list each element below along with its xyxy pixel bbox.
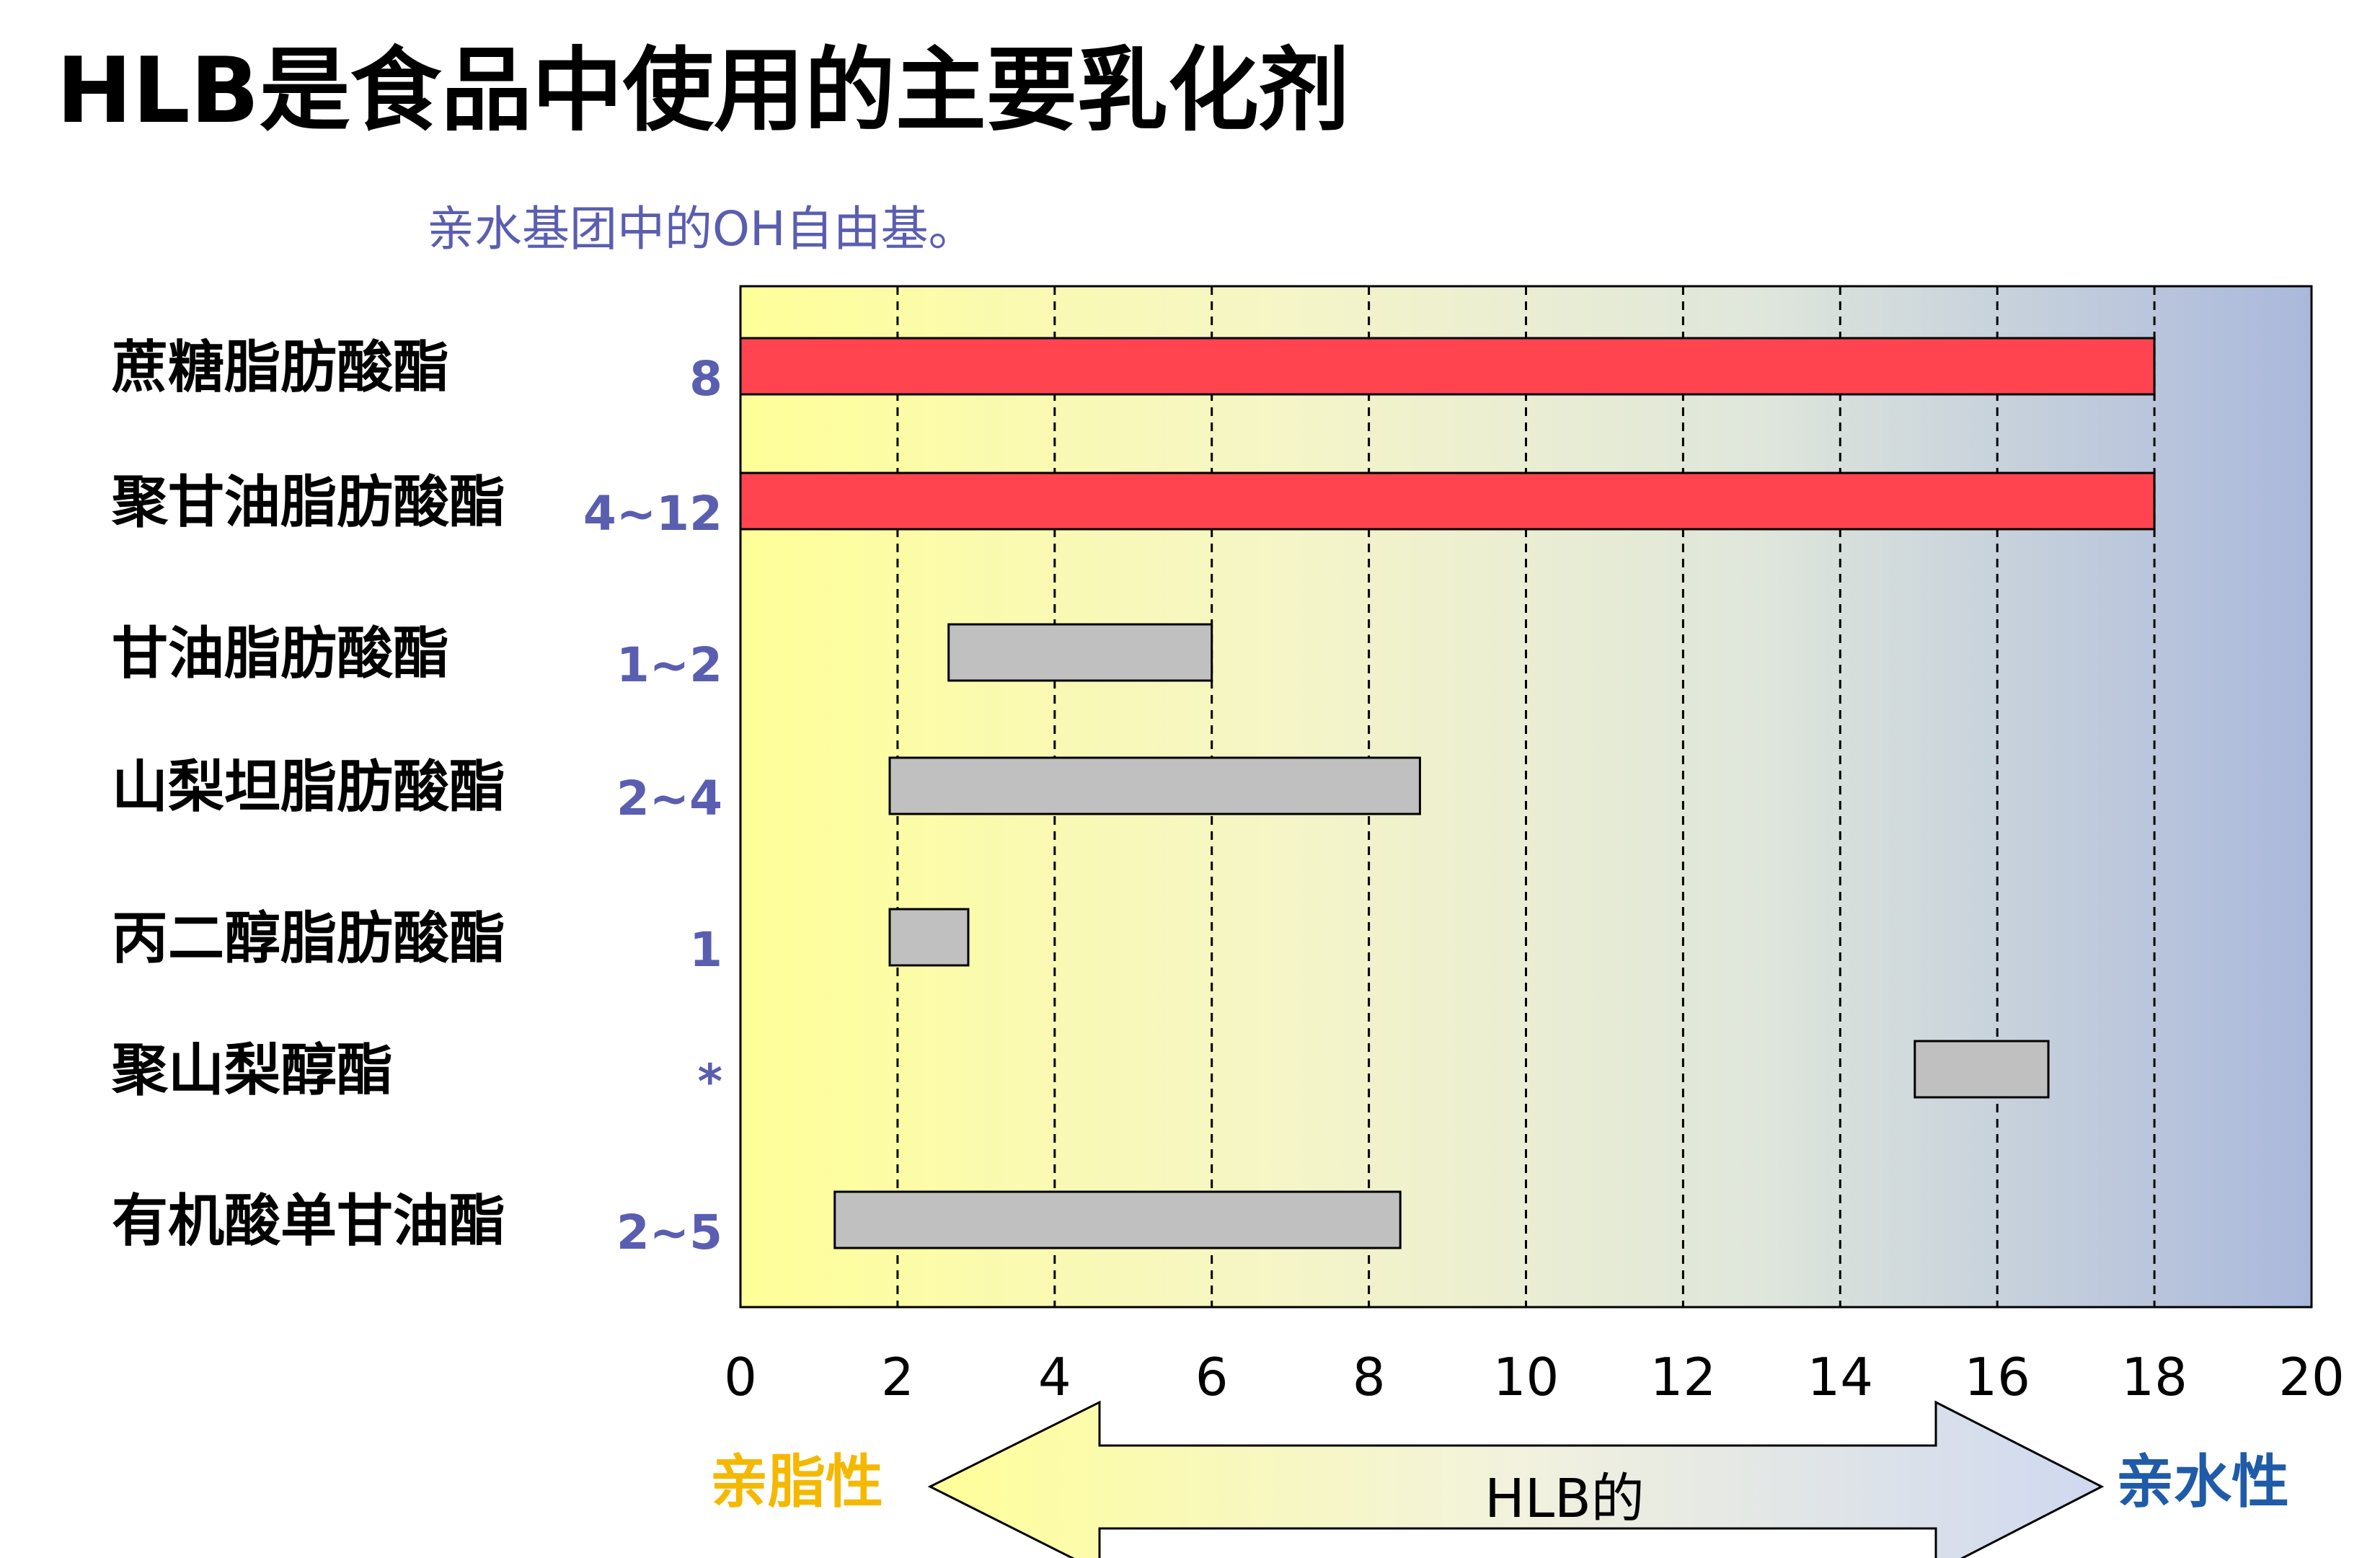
hlb-arrow-label: HLB的 (1485, 1468, 1645, 1530)
x-tick-label: 14 (1807, 1347, 1873, 1407)
hlb-range-bar (888, 908, 970, 967)
x-tick-label: 4 (1038, 1347, 1071, 1407)
category-label: 山梨坦脂肪酸酯 (112, 755, 505, 820)
category-labels: 蔗糖脂肪酸酯聚甘油脂肪酸酯甘油脂肪酸酯山梨坦脂肪酸酯丙二醇脂肪酸酯聚山梨醇酯有机… (111, 335, 505, 1254)
oh-value-label: 4~12 (583, 486, 722, 541)
x-tick-label: 6 (1195, 1347, 1229, 1407)
category-label: 聚甘油脂肪酸酯 (111, 470, 505, 535)
category-label: 丙二醇脂肪酸酯 (112, 906, 505, 971)
hlb-double-arrow (927, 1400, 2105, 1558)
chart-subtitle: 亲水基团中的OH自由基。 (427, 201, 976, 257)
category-label: 聚山梨醇酯 (111, 1038, 393, 1103)
oh-value-label: * (697, 1054, 722, 1110)
lipophilic-label: 亲脂性 (710, 1448, 883, 1515)
category-label: 甘油脂肪酸酯 (112, 621, 449, 686)
hlb-range-bar (947, 623, 1213, 682)
x-tick-label: 10 (1493, 1347, 1560, 1407)
x-tick-label: 16 (1964, 1347, 2030, 1407)
grid-lines (896, 286, 2156, 1307)
oh-value-label: 2~5 (616, 1205, 722, 1260)
x-tick-label: 0 (724, 1347, 757, 1407)
x-tick-labels: 0 2 4 6 8 10 12 14 16 18 20 (724, 1347, 2345, 1407)
x-tick-label: 18 (2121, 1347, 2187, 1407)
oh-value-label: 8 (689, 351, 722, 407)
hlb-range-bar (833, 1190, 1402, 1249)
oh-value-label: 1~2 (616, 637, 722, 693)
category-label: 有机酸单甘油酯 (112, 1189, 505, 1254)
oh-value-label: 2~4 (616, 771, 722, 826)
hlb-range-bar (1914, 1040, 2050, 1099)
hlb-range-bar (739, 337, 2156, 396)
oh-value-labels: 8 4~12 1~2 2~4 1 * 2~5 (583, 351, 722, 1260)
x-tick-label: 2 (881, 1347, 914, 1407)
hlb-range-bar (739, 472, 2156, 531)
x-tick-label: 12 (1650, 1347, 1717, 1407)
x-tick-label: 8 (1353, 1347, 1386, 1407)
x-tick-label: 20 (2278, 1347, 2345, 1407)
category-label: 蔗糖脂肪酸酯 (112, 335, 449, 400)
bar-group (739, 337, 2156, 1249)
page-title: HLB是食品中使用的主要乳化剂 (56, 37, 1350, 143)
oh-value-label: 1 (689, 922, 722, 978)
hydrophilic-label: 亲水性 (2116, 1448, 2289, 1515)
hlb-range-bar (888, 756, 1421, 815)
